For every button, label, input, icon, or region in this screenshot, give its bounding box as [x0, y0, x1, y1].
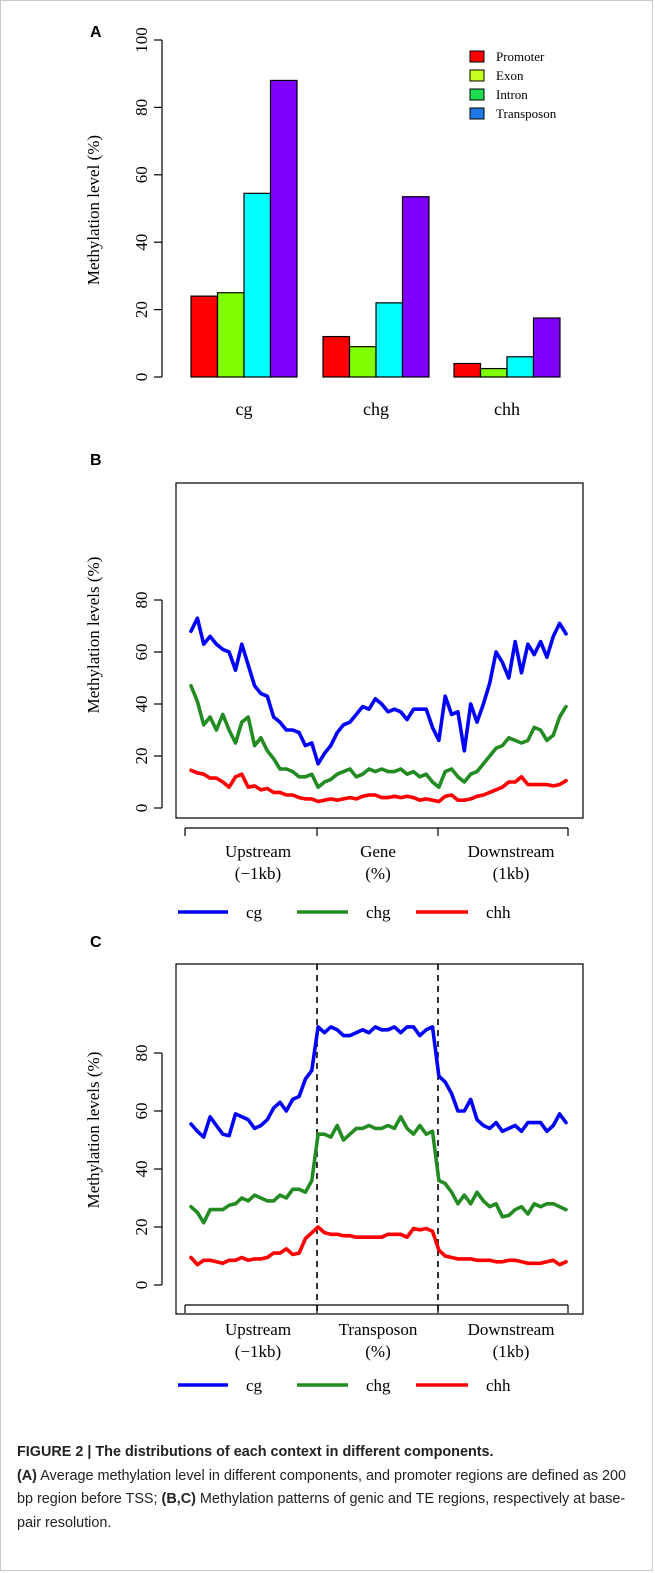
y-tick-label: 60: [132, 166, 151, 183]
region-sublabel: (1kb): [493, 1342, 530, 1361]
bar-chg-promoter: [322, 335, 351, 378]
legend-swatch: [469, 88, 485, 101]
line-chh: [189, 1225, 568, 1267]
panel-b-letter: B: [90, 452, 102, 469]
panel-c-axes: 0 20 40 60 80: [132, 1045, 569, 1313]
line-chg: [189, 1115, 568, 1225]
legend-label: cg: [246, 903, 263, 922]
bar-cg-exon: [216, 292, 245, 378]
bar-chh-intron: [506, 356, 535, 378]
region-label: Downstream: [468, 842, 555, 861]
bar-chh-transposon: [532, 317, 561, 378]
panel-b-y-axis-label: Methylation levels (%): [84, 557, 103, 714]
legend-label: Transposon: [496, 106, 557, 121]
panel-c-lines: [189, 1025, 568, 1267]
legend-label: chh: [486, 903, 511, 922]
panel-b: B Methylation levels (%) 0 20 40 60 80 Upstr…: [84, 452, 584, 922]
figure-caption: FIGURE 2 | The distributions of each con…: [17, 1441, 642, 1535]
category-label: chh: [494, 399, 520, 419]
panel-b-axes: 0 20 40 60 80: [132, 592, 569, 836]
legend-label: chh: [486, 1376, 511, 1395]
panel-b-plot-box: [175, 482, 584, 819]
panel-c-region-labels: Upstream (−1kb) Transposon (%) Downstream (1k…: [225, 1320, 554, 1361]
legend-label: chg: [366, 903, 391, 922]
line-cg: [189, 616, 568, 766]
caption-body: (A) Average methylation level in differe…: [17, 1465, 642, 1536]
panel-c: C Methylation levels (%) 0 20 40 60 80 Upstr…: [84, 934, 584, 1395]
panel-a-legend: Promoter Exon Intron Transposon: [469, 49, 557, 121]
caption-text: Methylation patterns of genic and TE reg…: [17, 1491, 626, 1531]
legend-label: chg: [366, 1376, 391, 1395]
line-chg: [189, 683, 568, 790]
bar-chh-promoter: [453, 362, 482, 378]
bar-chh-exon: [479, 367, 508, 378]
y-tick-label: 40: [132, 234, 151, 251]
y-tick-label: 20: [132, 748, 151, 765]
panel-a-letter: A: [90, 24, 102, 41]
y-tick-label: 0: [132, 1281, 151, 1290]
panel-c-legend: cg chg chh: [178, 1376, 511, 1395]
region-label: Upstream: [225, 842, 291, 861]
category-label: chg: [363, 399, 389, 419]
panel-a-y-axis-label: Methylation level (%): [84, 135, 103, 285]
y-tick-label: 0: [132, 373, 151, 382]
region-sublabel: (1kb): [493, 864, 530, 883]
y-tick-label: 100: [132, 27, 151, 53]
y-tick-label: 80: [132, 1045, 151, 1062]
legend-swatch: [469, 107, 485, 120]
y-tick-label: 80: [132, 592, 151, 609]
caption-title: FIGURE 2 | The distributions of each con…: [17, 1444, 494, 1460]
y-tick-label: 60: [132, 644, 151, 661]
panel-c-boundary-lines: [316, 964, 439, 1314]
region-sublabel: (−1kb): [235, 864, 281, 883]
bar-cg-transposon: [269, 79, 298, 378]
bar-cg-intron: [243, 192, 272, 378]
caption-panel-ref: (B,C): [161, 1491, 196, 1507]
y-tick-label: 60: [132, 1103, 151, 1120]
y-tick-label: 0: [132, 804, 151, 813]
y-tick-label: 40: [132, 696, 151, 713]
y-tick-label: 20: [132, 1219, 151, 1236]
legend-swatch: [469, 69, 485, 82]
legend-label: Intron: [496, 87, 528, 102]
caption-panel-ref: (A): [17, 1467, 37, 1484]
bar-chg-exon: [348, 346, 377, 378]
panel-b-legend: cg chg chh: [178, 903, 511, 922]
panel-c-plot-box: [175, 963, 584, 1315]
panel-b-lines: [189, 616, 568, 804]
panel-a-bars: [190, 79, 561, 378]
region-label: Upstream: [225, 1320, 291, 1339]
bar-chg-intron: [375, 302, 404, 378]
bar-cg-promoter: [190, 295, 219, 378]
region-label: Gene: [360, 842, 396, 861]
panel-c-letter: C: [90, 934, 102, 951]
caption-text: Average methylation level in different c…: [17, 1467, 627, 1508]
y-tick-label: 80: [132, 99, 151, 116]
legend-label: cg: [246, 1376, 263, 1395]
region-label: Transposon: [339, 1320, 418, 1339]
y-tick-label: 40: [132, 1161, 151, 1178]
legend-swatch: [469, 50, 485, 63]
line-chh: [189, 768, 568, 804]
panel-c-y-axis-label: Methylation levels (%): [84, 1052, 103, 1209]
legend-label: Promoter: [496, 49, 545, 64]
panel-a-y-axis: 0 20 40 60 80 100: [132, 27, 163, 382]
category-label: cg: [236, 399, 253, 419]
region-sublabel: (−1kb): [235, 1342, 281, 1361]
panel-a-category-labels: cg chg chh: [236, 399, 521, 419]
region-label: Downstream: [468, 1320, 555, 1339]
y-tick-label: 20: [132, 301, 151, 318]
panel-b-region-labels: Upstream (−1kb) Gene (%) Downstream (1kb): [225, 842, 554, 883]
region-sublabel: (%): [365, 864, 390, 883]
bar-chg-transposon: [401, 196, 430, 378]
line-cg: [189, 1025, 568, 1139]
region-sublabel: (%): [365, 1342, 390, 1361]
legend-label: Exon: [496, 68, 524, 83]
